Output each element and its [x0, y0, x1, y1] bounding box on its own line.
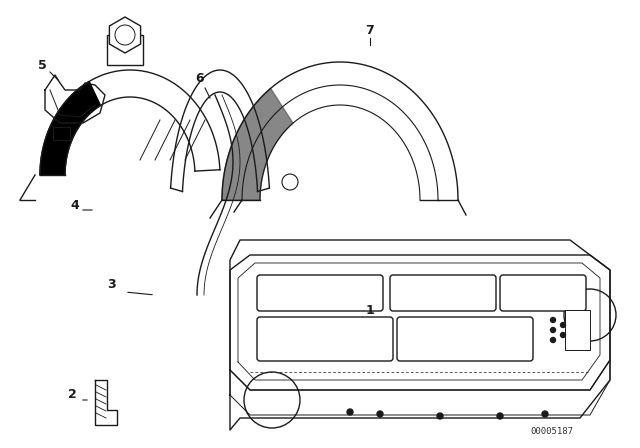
Text: 3: 3: [108, 279, 116, 292]
Text: 00005187: 00005187: [530, 427, 573, 436]
Circle shape: [347, 409, 353, 415]
Polygon shape: [109, 17, 141, 53]
Text: 7: 7: [365, 23, 374, 36]
Circle shape: [377, 411, 383, 417]
Circle shape: [542, 411, 548, 417]
Circle shape: [564, 289, 616, 341]
FancyBboxPatch shape: [390, 275, 496, 311]
Polygon shape: [222, 88, 293, 200]
Circle shape: [244, 372, 300, 428]
Text: 4: 4: [70, 198, 79, 211]
FancyBboxPatch shape: [397, 317, 533, 361]
Text: 2: 2: [68, 388, 76, 401]
Text: 5: 5: [38, 59, 46, 72]
Text: 6: 6: [196, 72, 204, 85]
FancyBboxPatch shape: [107, 35, 143, 65]
Circle shape: [497, 413, 503, 419]
FancyBboxPatch shape: [257, 275, 383, 311]
Circle shape: [561, 323, 566, 327]
Circle shape: [437, 413, 443, 419]
FancyBboxPatch shape: [257, 317, 393, 361]
Circle shape: [550, 337, 556, 343]
Polygon shape: [40, 82, 100, 175]
Circle shape: [561, 332, 566, 337]
Text: 1: 1: [365, 303, 374, 316]
Circle shape: [282, 174, 298, 190]
Circle shape: [550, 318, 556, 323]
FancyBboxPatch shape: [500, 275, 586, 311]
Circle shape: [550, 327, 556, 332]
Circle shape: [115, 25, 135, 45]
FancyBboxPatch shape: [565, 310, 590, 350]
